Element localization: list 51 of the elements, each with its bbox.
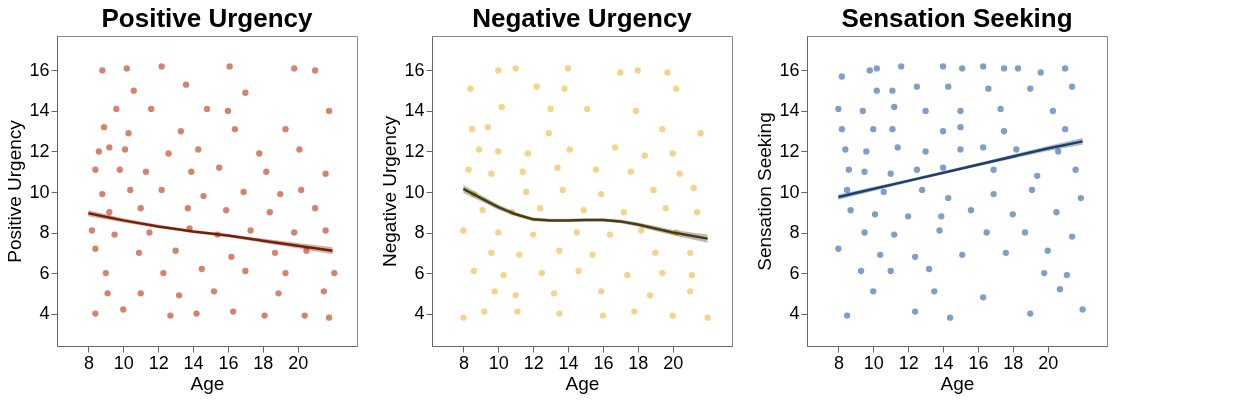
x-tick-label: 14 [558, 352, 579, 373]
x-tick-label: 12 [898, 352, 919, 373]
y-tick-label: 14 [29, 100, 50, 121]
x-tick-label: 20 [1038, 352, 1059, 373]
x-tick-label: 8 [458, 352, 469, 373]
x-tick-label: 14 [933, 352, 954, 373]
y-tick-label: 4 [414, 303, 425, 324]
x-tick-label: 10 [113, 352, 134, 373]
y-tick-label: 16 [29, 59, 50, 80]
chart-title: Positive Urgency [101, 3, 314, 33]
y-tick-label: 10 [779, 181, 800, 202]
y-tick-label: 12 [29, 140, 50, 161]
x-axis-title: Age [190, 372, 225, 394]
x-tick-label: 10 [488, 352, 509, 373]
y-tick-label: 4 [789, 303, 800, 324]
y-tick-label: 16 [404, 59, 425, 80]
x-axis-title: Age [940, 372, 975, 394]
y-tick-label: 10 [29, 181, 50, 202]
y-tick-label: 6 [39, 262, 50, 283]
y-tick-label: 12 [779, 140, 800, 161]
y-axis-title: Positive Urgency [4, 119, 26, 263]
x-tick-label: 16 [218, 352, 239, 373]
x-tick-label: 8 [83, 352, 94, 373]
y-axis-title: Negative Urgency [379, 115, 401, 268]
x-tick-label: 8 [833, 352, 844, 373]
y-axis-title: Sensation Seeking [754, 112, 776, 271]
x-tick-label: 12 [523, 352, 544, 373]
y-tick-label: 12 [404, 140, 425, 161]
x-tick-label: 14 [183, 352, 204, 373]
x-tick-label: 18 [1003, 352, 1024, 373]
y-tick-label: 8 [39, 222, 50, 243]
y-tick-label: 16 [779, 59, 800, 80]
y-tick-label: 6 [414, 262, 425, 283]
x-tick-label: 18 [253, 352, 274, 373]
y-tick-label: 8 [414, 222, 425, 243]
x-tick-label: 20 [663, 352, 684, 373]
x-tick-label: 20 [288, 352, 309, 373]
y-tick-label: 14 [779, 100, 800, 121]
y-tick-label: 4 [39, 303, 50, 324]
y-tick-label: 8 [789, 222, 800, 243]
x-tick-label: 18 [628, 352, 649, 373]
chart-title: Negative Urgency [472, 3, 693, 33]
x-tick-label: 10 [863, 352, 884, 373]
x-tick-label: 12 [148, 352, 169, 373]
y-tick-label: 14 [404, 100, 425, 121]
x-tick-label: 16 [593, 352, 614, 373]
x-axis-title: Age [565, 372, 600, 394]
y-tick-label: 6 [789, 262, 800, 283]
x-tick-label: 16 [968, 352, 989, 373]
y-tick-label: 10 [404, 181, 425, 202]
chart-title: Sensation Seeking [841, 3, 1073, 33]
